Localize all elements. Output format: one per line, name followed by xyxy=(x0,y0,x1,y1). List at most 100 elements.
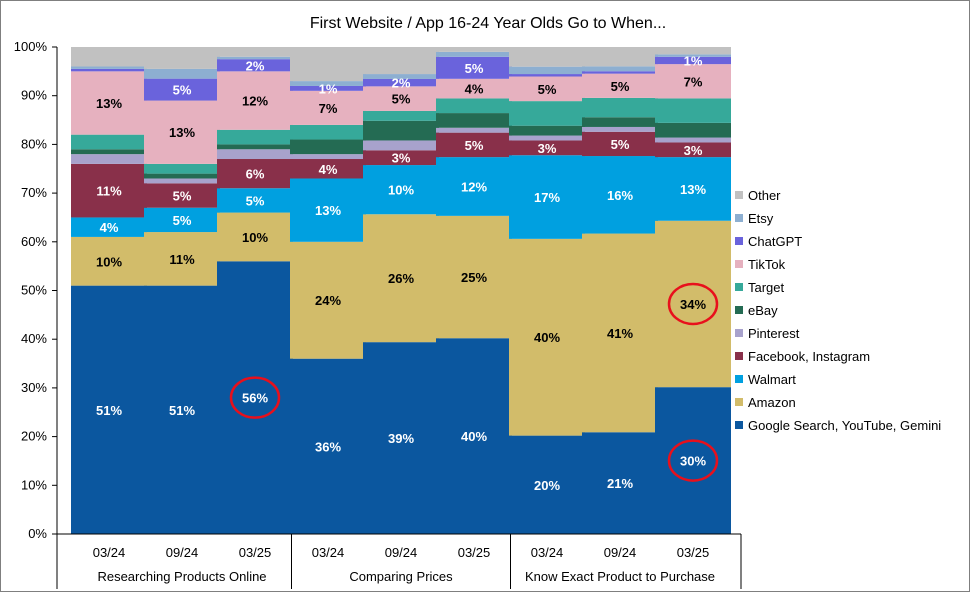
data-label: 13% xyxy=(680,182,706,197)
bar-segment-chatgpt xyxy=(655,56,731,65)
x-axis: 03/24 09/24 03/25 Researching Products Onli… xyxy=(56,533,742,589)
bar-segment-ebay xyxy=(582,117,658,127)
bar-segment-walmart xyxy=(144,207,220,233)
bars xyxy=(71,47,731,534)
legend-swatch-pinterest xyxy=(735,329,743,337)
highlight-circles xyxy=(229,282,719,482)
data-label: 26% xyxy=(388,271,414,286)
y-tick-label: 60% xyxy=(21,234,47,249)
legend-swatch-etsy xyxy=(735,214,743,222)
legend-label: Pinterest xyxy=(748,326,800,341)
y-tick-label: 70% xyxy=(21,185,47,200)
data-labels: 51% 10% 4% 11% 13% 51% 11% 5% 5% 13% 5% 56% 10% 5% 6% 1… xyxy=(96,53,706,492)
bar-segment-amazon xyxy=(363,214,439,343)
data-label: 5% xyxy=(173,83,192,98)
bar-segment-amazon xyxy=(509,238,585,436)
bar-segment-other xyxy=(290,47,366,82)
chart-title: First Website / App 16-24 Year Olds Go t… xyxy=(310,15,666,32)
data-label: 5% xyxy=(173,189,192,204)
bar-segment-facebook-instagram xyxy=(363,150,439,166)
legend-label: Google Search, YouTube, Gemini xyxy=(748,418,941,433)
data-label: 6% xyxy=(246,167,265,182)
bar-segment-google-search-youtube-gemini xyxy=(363,342,439,534)
x-tick-label: 03/24 xyxy=(93,545,126,560)
bar-segment-pinterest xyxy=(436,127,512,133)
bar-segment-google-search-youtube-gemini xyxy=(217,261,293,534)
bar-segment-target xyxy=(436,98,512,114)
data-label: 10% xyxy=(96,254,122,269)
bar-segment-amazon xyxy=(436,215,512,339)
bar-segment-chatgpt xyxy=(509,74,585,77)
bar-segment-etsy xyxy=(290,81,366,86)
bar-segment-ebay xyxy=(217,144,293,150)
legend-swatch-facebook-instagram xyxy=(735,352,743,360)
data-label: 7% xyxy=(684,74,703,89)
highlight-circle xyxy=(229,376,281,419)
bar-segment-other xyxy=(217,47,293,57)
bar-segment-pinterest xyxy=(71,154,147,164)
legend-label: Facebook, Instagram xyxy=(748,349,870,364)
bar-segment-ebay xyxy=(144,173,220,179)
data-label: 34% xyxy=(680,297,706,312)
y-tick-label: 20% xyxy=(21,429,47,444)
bar-segment-chatgpt xyxy=(363,78,439,87)
data-label: 4% xyxy=(465,82,484,97)
data-label: 11% xyxy=(169,252,195,267)
bar-segment-walmart xyxy=(655,157,731,221)
bar-segment-etsy xyxy=(363,74,439,79)
bar-segment-amazon xyxy=(144,232,220,286)
bar-segment-target xyxy=(217,129,293,145)
legend-label: Walmart xyxy=(748,372,796,387)
bar-segment-tiktok xyxy=(655,64,731,99)
bar-segment-etsy xyxy=(217,56,293,60)
x-tick-label: 09/24 xyxy=(604,545,637,560)
x-tick-label: 09/24 xyxy=(166,545,199,560)
data-label: 5% xyxy=(173,213,192,228)
bar-segment-chatgpt xyxy=(436,56,512,79)
legend-swatch-target xyxy=(735,283,743,291)
data-label: 3% xyxy=(392,151,411,166)
y-tick-label: 10% xyxy=(21,477,47,492)
data-label: 20% xyxy=(534,478,560,493)
bar-segment-target xyxy=(582,97,658,118)
y-tick-label: 40% xyxy=(21,331,47,346)
legend-swatch-other xyxy=(735,191,743,199)
data-label: 1% xyxy=(684,53,703,68)
bar-segment-tiktok xyxy=(363,86,439,111)
data-label: 36% xyxy=(315,439,341,454)
data-label: 13% xyxy=(315,203,341,218)
y-tick-label: 80% xyxy=(21,136,47,151)
bar-segment-other xyxy=(655,47,731,55)
legend-swatch-google-search-youtube-gemini xyxy=(735,421,743,429)
bar-segment-other xyxy=(582,47,658,67)
data-label: 3% xyxy=(538,141,557,156)
data-label: 5% xyxy=(246,193,265,208)
legend-swatch-ebay xyxy=(735,306,743,314)
bar-segment-amazon xyxy=(290,241,366,359)
x-tick-label: 09/24 xyxy=(385,545,418,560)
bar-segment-tiktok xyxy=(436,78,512,99)
y-tick-label: 30% xyxy=(21,380,47,395)
bar-segment-chatgpt xyxy=(144,78,220,101)
bar-segment-google-search-youtube-gemini xyxy=(582,432,658,534)
bar-segment-other xyxy=(71,47,147,67)
bar-segment-pinterest xyxy=(363,140,439,151)
bar-segment-target xyxy=(71,134,147,150)
bar-segment-walmart xyxy=(71,217,147,237)
data-label: 17% xyxy=(534,190,560,205)
data-label: 5% xyxy=(392,92,411,107)
bar-segment-ebay xyxy=(71,149,147,155)
x-group-label: Know Exact Product to Purchase xyxy=(525,569,715,584)
bar-segment-chatgpt xyxy=(71,68,147,72)
bar-segment-pinterest xyxy=(509,135,585,141)
bar-segment-pinterest xyxy=(582,126,658,132)
bar-segment-facebook-instagram xyxy=(217,159,293,189)
data-label: 41% xyxy=(607,326,633,341)
bar-segment-target xyxy=(655,98,731,123)
data-label: 21% xyxy=(607,476,633,491)
data-label: 40% xyxy=(534,330,560,345)
bar-segment-facebook-instagram xyxy=(71,163,147,218)
bar-segment-tiktok xyxy=(290,90,366,125)
data-label: 25% xyxy=(461,270,487,285)
